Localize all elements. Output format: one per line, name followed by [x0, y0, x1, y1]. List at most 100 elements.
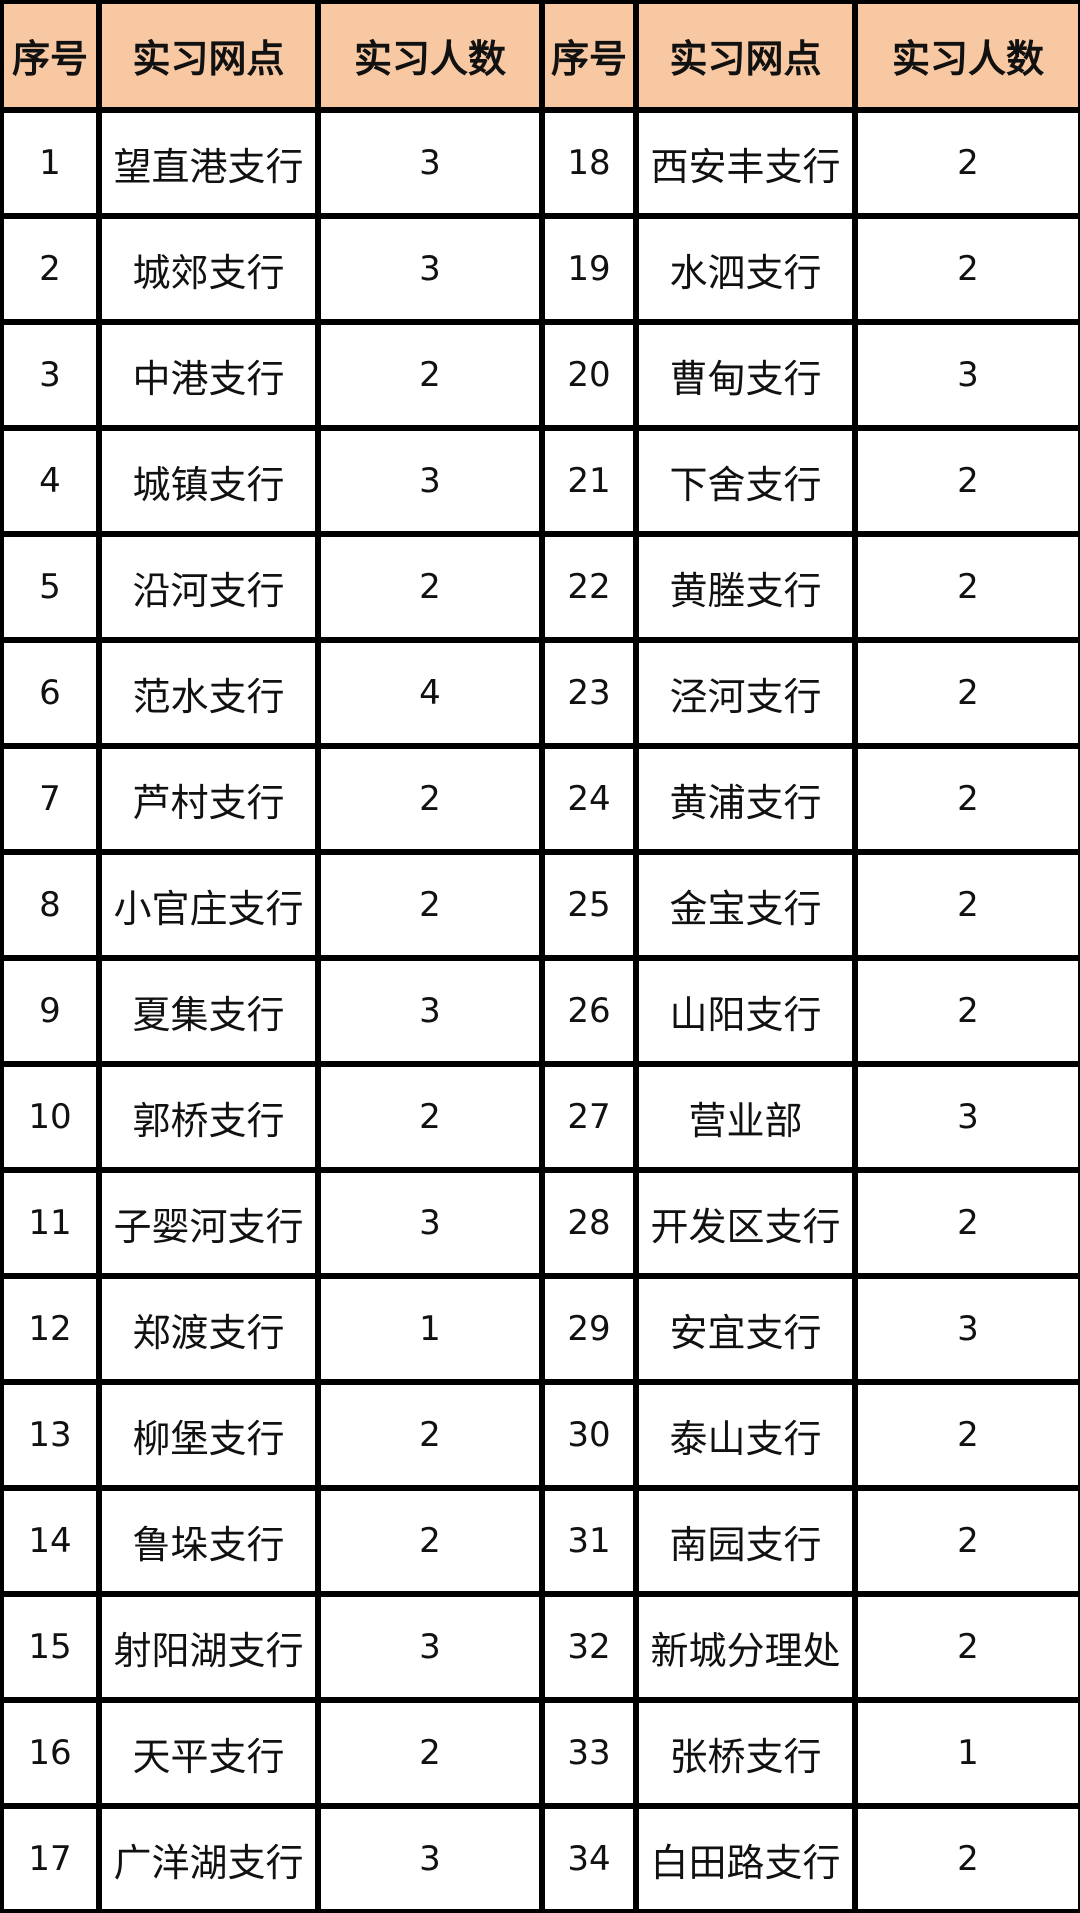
number-cell: 19 — [545, 219, 633, 319]
branch-cell: 范水支行 — [102, 643, 315, 743]
header-cell: 实习人数 — [858, 4, 1078, 107]
number-cell: 31 — [545, 1491, 633, 1591]
number-cell: 6 — [4, 643, 96, 743]
number-cell: 24 — [545, 749, 633, 849]
branch-cell: 白田路支行 — [639, 1809, 852, 1909]
branch-cell: 沿河支行 — [102, 537, 315, 637]
branch-cell: 水泗支行 — [639, 219, 852, 319]
number-cell: 2 — [858, 1385, 1078, 1485]
branch-cell: 山阳支行 — [639, 961, 852, 1061]
number-cell: 5 — [4, 537, 96, 637]
number-cell: 2 — [321, 537, 539, 637]
number-cell: 2 — [321, 1703, 539, 1803]
number-cell: 2 — [858, 113, 1078, 213]
number-cell: 3 — [321, 219, 539, 319]
number-cell: 2 — [321, 749, 539, 849]
number-cell: 2 — [858, 855, 1078, 955]
branch-cell: 下舍支行 — [639, 431, 852, 531]
number-cell: 2 — [321, 1067, 539, 1167]
header-cell: 序号 — [545, 4, 633, 107]
header-cell: 实习人数 — [321, 4, 539, 107]
number-cell: 9 — [4, 961, 96, 1061]
header-cell: 序号 — [4, 4, 96, 107]
number-cell: 3 — [321, 1173, 539, 1273]
number-cell: 4 — [4, 431, 96, 531]
number-cell: 3 — [321, 1597, 539, 1697]
number-cell: 11 — [4, 1173, 96, 1273]
branch-cell: 张桥支行 — [639, 1703, 852, 1803]
branch-cell: 泾河支行 — [639, 643, 852, 743]
number-cell: 2 — [858, 1809, 1078, 1909]
number-cell: 3 — [858, 325, 1078, 425]
number-cell: 30 — [545, 1385, 633, 1485]
number-cell: 2 — [858, 431, 1078, 531]
branch-cell: 子婴河支行 — [102, 1173, 315, 1273]
branch-cell: 西安丰支行 — [639, 113, 852, 213]
number-cell: 2 — [321, 855, 539, 955]
number-cell: 34 — [545, 1809, 633, 1909]
number-cell: 2 — [858, 219, 1078, 319]
number-cell: 17 — [4, 1809, 96, 1909]
number-cell: 2 — [858, 1491, 1078, 1591]
number-cell: 26 — [545, 961, 633, 1061]
branch-cell: 新城分理处 — [639, 1597, 852, 1697]
number-cell: 8 — [4, 855, 96, 955]
number-cell: 32 — [545, 1597, 633, 1697]
branch-cell: 天平支行 — [102, 1703, 315, 1803]
number-cell: 1 — [321, 1279, 539, 1379]
number-cell: 21 — [545, 431, 633, 531]
header-cell: 实习网点 — [639, 4, 852, 107]
number-cell: 22 — [545, 537, 633, 637]
number-cell: 15 — [4, 1597, 96, 1697]
number-cell: 3 — [858, 1279, 1078, 1379]
branch-cell: 芦村支行 — [102, 749, 315, 849]
number-cell: 16 — [4, 1703, 96, 1803]
branch-cell: 望直港支行 — [102, 113, 315, 213]
number-cell: 33 — [545, 1703, 633, 1803]
number-cell: 23 — [545, 643, 633, 743]
number-cell: 13 — [4, 1385, 96, 1485]
branch-cell: 鲁垛支行 — [102, 1491, 315, 1591]
header-cell: 实习网点 — [102, 4, 315, 107]
branch-cell: 城镇支行 — [102, 431, 315, 531]
number-cell: 1 — [858, 1703, 1078, 1803]
number-cell: 3 — [4, 325, 96, 425]
number-cell: 3 — [321, 431, 539, 531]
number-cell: 27 — [545, 1067, 633, 1167]
number-cell: 2 — [858, 1597, 1078, 1697]
branch-cell: 郭桥支行 — [102, 1067, 315, 1167]
number-cell: 3 — [321, 113, 539, 213]
branch-cell: 安宜支行 — [639, 1279, 852, 1379]
number-cell: 28 — [545, 1173, 633, 1273]
number-cell: 2 — [321, 1385, 539, 1485]
branch-cell: 黄塍支行 — [639, 537, 852, 637]
number-cell: 25 — [545, 855, 633, 955]
number-cell: 3 — [321, 1809, 539, 1909]
branch-cell: 中港支行 — [102, 325, 315, 425]
number-cell: 4 — [321, 643, 539, 743]
number-cell: 14 — [4, 1491, 96, 1591]
branch-cell: 南园支行 — [639, 1491, 852, 1591]
number-cell: 2 — [321, 1491, 539, 1591]
number-cell: 29 — [545, 1279, 633, 1379]
branch-cell: 郑渡支行 — [102, 1279, 315, 1379]
number-cell: 3 — [858, 1067, 1078, 1167]
number-cell: 2 — [4, 219, 96, 319]
number-cell: 10 — [4, 1067, 96, 1167]
branch-cell: 射阳湖支行 — [102, 1597, 315, 1697]
branch-cell: 小官庄支行 — [102, 855, 315, 955]
number-cell: 20 — [545, 325, 633, 425]
number-cell: 3 — [321, 961, 539, 1061]
number-cell: 7 — [4, 749, 96, 849]
number-cell: 2 — [858, 537, 1078, 637]
number-cell: 2 — [858, 643, 1078, 743]
number-cell: 12 — [4, 1279, 96, 1379]
branch-cell: 夏集支行 — [102, 961, 315, 1061]
branch-cell: 泰山支行 — [639, 1385, 852, 1485]
branch-cell: 广洋湖支行 — [102, 1809, 315, 1909]
number-cell: 2 — [321, 325, 539, 425]
branch-cell: 金宝支行 — [639, 855, 852, 955]
number-cell: 2 — [858, 1173, 1078, 1273]
number-cell: 1 — [4, 113, 96, 213]
